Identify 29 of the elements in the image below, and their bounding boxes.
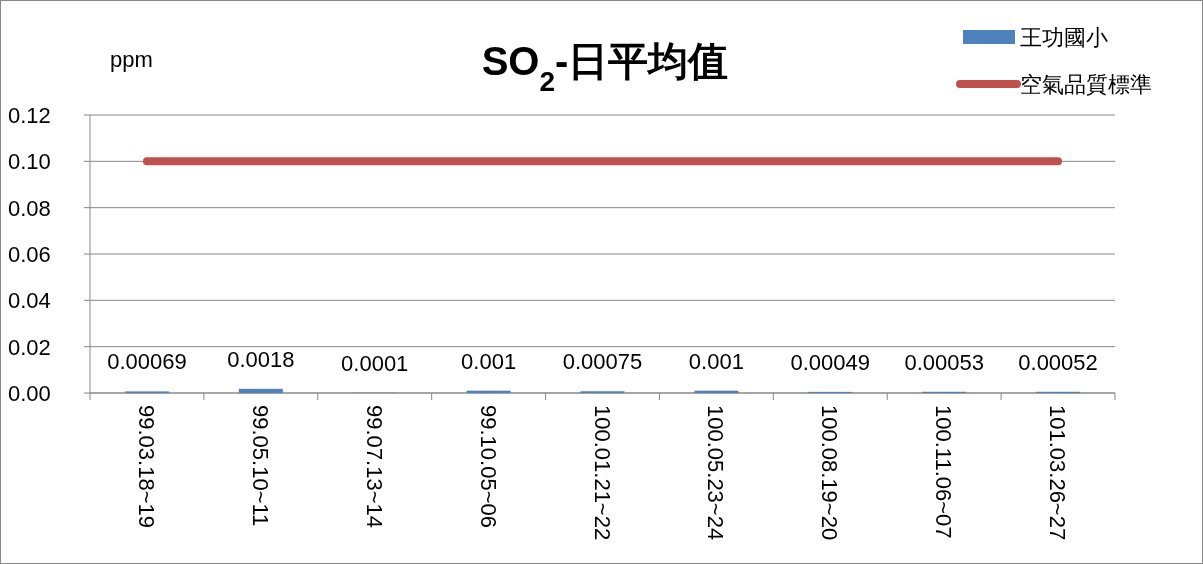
data-label: 0.00075 — [562, 349, 643, 375]
x-tick-label: 99.05.10~11 — [247, 405, 273, 527]
y-tick-label: 0.04 — [8, 288, 51, 314]
y-tick-label: 0.00 — [8, 381, 51, 406]
x-tick-label: 101.03.26~27 — [1045, 405, 1071, 541]
x-tick-label: 99.03.18~19 — [133, 405, 159, 528]
y-tick-label: 0.02 — [8, 334, 51, 360]
data-label: 0.00053 — [904, 349, 984, 375]
y-tick-label: 0.12 — [8, 103, 51, 128]
legend-label: 空氣品質標準 — [1020, 72, 1152, 97]
chart-title: SO$_{2}$-日平均值 — [481, 39, 729, 97]
data-label: 0.001 — [461, 348, 517, 374]
x-tick-label: 100.08.19~20 — [817, 405, 843, 541]
data-label: 0.00069 — [107, 349, 187, 375]
y-tick-label: 0.10 — [8, 149, 51, 175]
y-axis-title: ppm — [110, 47, 153, 72]
x-tick-label: 100.05.23~24 — [703, 405, 729, 541]
y-tick-label: 0.08 — [8, 195, 51, 221]
data-label: 0.00052 — [1018, 349, 1098, 375]
data-label: 0.001 — [688, 348, 744, 374]
data-label: 0.0001 — [341, 350, 409, 376]
y-tick-label: 0.06 — [8, 242, 51, 267]
data-label: 0.0018 — [227, 346, 295, 372]
data-label: 0.00049 — [790, 349, 871, 375]
legend-label: 王功國小 — [1020, 25, 1108, 50]
x-tick-label: 99.07.13~14 — [361, 405, 387, 528]
x-tick-label: 100.11.06~07 — [931, 405, 957, 539]
x-tick-label: 100.01.21~22 — [589, 405, 615, 541]
x-tick-label: 99.10.05~06 — [475, 405, 501, 528]
